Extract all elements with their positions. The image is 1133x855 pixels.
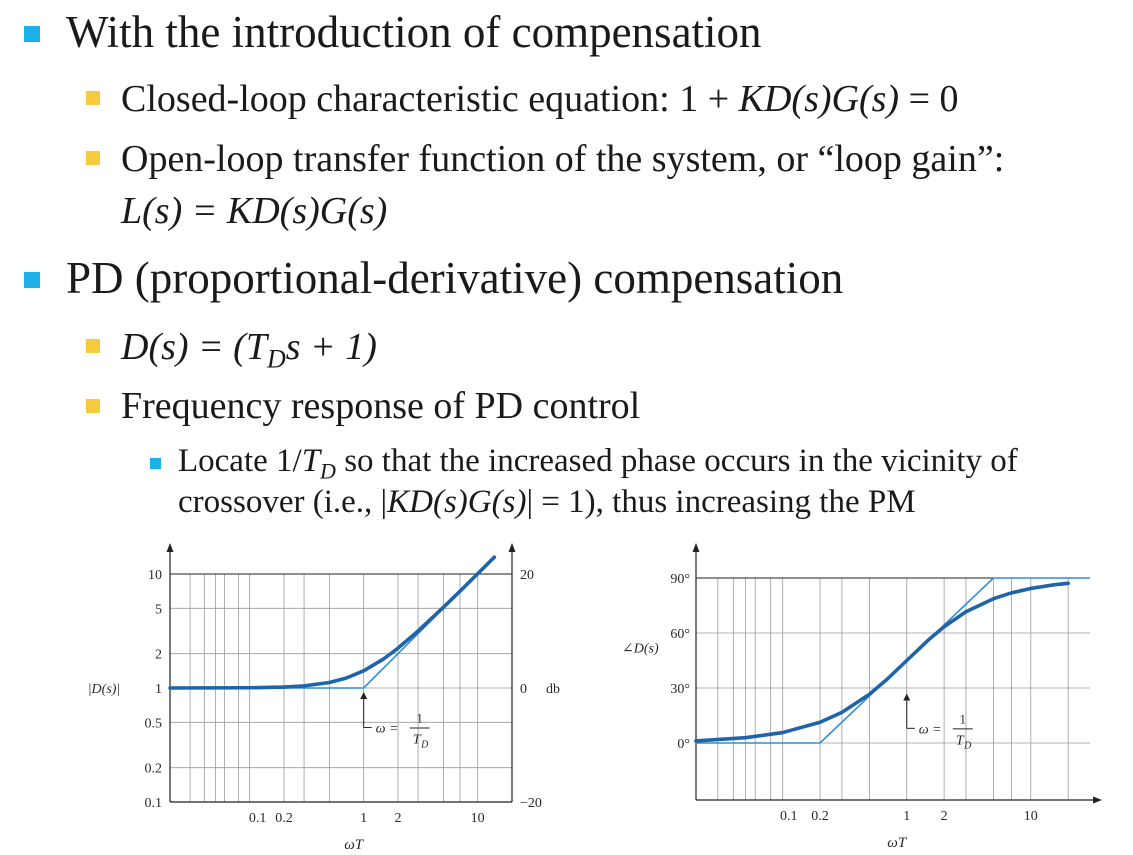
bullet-square-icon: [86, 151, 100, 165]
annotation-arrowhead: [360, 692, 368, 699]
text-fragment: crossover (i.e., |: [178, 484, 388, 520]
bullet-text: With the introduction of compensation: [66, 7, 762, 57]
y-tick-label-right: −20: [520, 796, 542, 811]
y-tick-label: 0.5: [145, 716, 163, 731]
y-axis-label: |D(s)|: [88, 682, 121, 697]
y-axis-arrowhead: [508, 543, 516, 552]
text-fragment: Closed-loop characteristic equation: 1 +: [121, 78, 739, 120]
bullet-square-icon: [86, 339, 100, 353]
tick-labels: 10 5 2 1 0.5 0.2 0.1 20 0 −20 0.1 0.2 1 2 10 ωT |D(s)| db: [88, 568, 560, 853]
annotation-subscript: D: [420, 740, 429, 751]
equation: L(s) = KD(s)G(s): [121, 190, 388, 232]
subscript: D: [266, 344, 286, 374]
y-axis-arrowhead: [692, 543, 700, 552]
x-tick-label: 0.2: [275, 811, 293, 826]
annotation: ω = 1 T D: [360, 692, 430, 751]
text-fragment: Locate 1/: [178, 443, 302, 479]
y-tick-label: 0.2: [145, 762, 163, 777]
x-tick-label: 0.1: [249, 811, 267, 826]
annotation-subscript: D: [963, 740, 972, 751]
phase-chart: 90° 60° 30° 0° 0.1 0.2 1 2 10 ωT ∠D(s) ω = 1 T D: [622, 543, 1102, 851]
bullet-square-icon: [86, 91, 100, 105]
x-tick-label: 0.2: [811, 809, 829, 824]
y-tick-label: 5: [155, 602, 162, 617]
equation: KD(s)G(s): [738, 78, 900, 120]
bullet-square-icon: [24, 26, 40, 42]
bullet-text: Frequency response of PD control: [121, 385, 641, 427]
annotation-text: ω =: [919, 722, 942, 737]
x-tick-label: 2: [941, 809, 948, 824]
equation: KD(s)G(s): [387, 484, 527, 520]
series: [168, 555, 497, 690]
tick-labels: 90° 60° 30° 0° 0.1 0.2 1 2 10 ωT ∠D(s): [622, 572, 1038, 851]
text-fragment: | = 1), thus increasing the PM: [526, 484, 916, 520]
annotation-arrowhead: [903, 693, 911, 701]
annotation-numerator: 1: [960, 711, 967, 726]
asymptote-line: [170, 556, 495, 689]
annotation-text: ω =: [376, 722, 399, 737]
x-tick-label: 10: [1024, 809, 1038, 824]
x-tick-label: 2: [395, 811, 402, 826]
magnitude-chart: 10 5 2 1 0.5 0.2 0.1 20 0 −20 0.1 0.2 1 2 10 ωT |D(s)| db…: [88, 543, 560, 853]
phase-curve: [694, 581, 1070, 743]
grid: [696, 577, 1090, 800]
bullet-square-icon: [24, 272, 40, 288]
y-tick-label: 60°: [670, 627, 690, 642]
bullet-text: crossover (i.e., |KD(s)G(s)| = 1), thus …: [178, 484, 916, 521]
bullet-square-icon: [86, 399, 100, 413]
text-fragment: T: [301, 443, 321, 479]
subscript: D: [320, 458, 336, 484]
y-axis-arrowhead: [166, 543, 174, 552]
bullet-square-icon: [150, 458, 161, 469]
y-tick-label-right: 0: [520, 682, 527, 697]
y-axis-label-right: db: [546, 682, 560, 697]
y-tick-label-right: 20: [520, 568, 534, 583]
axes: [692, 543, 1102, 804]
x-tick-label: 0.1: [780, 809, 798, 824]
x-tick-label: 10: [471, 811, 485, 826]
y-tick-label: 30°: [670, 682, 690, 697]
y-tick-label: 2: [155, 648, 162, 663]
annotation: ω = 1 T D: [903, 693, 973, 751]
y-axis-label: ∠D(s): [622, 642, 659, 657]
text-fragment: so that the increased phase occurs in th…: [335, 443, 1018, 479]
text-fragment: = 0: [899, 78, 959, 120]
annotation-numerator: 1: [416, 711, 423, 726]
x-tick-label: 1: [360, 811, 367, 826]
bullet-text: Closed-loop characteristic equation: 1 +…: [121, 77, 959, 121]
y-tick-label: 0°: [677, 737, 690, 752]
text-fragment: s + 1): [285, 326, 377, 368]
text-fragment: D(s) = (T: [121, 326, 267, 368]
x-axis-label: ωT: [344, 837, 365, 853]
x-axis-arrowhead: [1093, 796, 1102, 804]
annotation-denominator: T: [413, 733, 422, 748]
annotation-denominator: T: [956, 733, 965, 748]
y-tick-label: 10: [148, 568, 162, 583]
magnitude-curve: [168, 555, 497, 690]
x-axis-label: ωT: [887, 835, 908, 851]
axes: [166, 543, 516, 803]
y-tick-label: 1: [155, 682, 162, 697]
y-tick-label: 0.1: [145, 796, 163, 811]
bullet-text: Locate 1/TD so that the increased phase …: [178, 443, 1018, 485]
y-tick-label: 90°: [670, 572, 690, 587]
series: [694, 577, 1090, 744]
equation: D(s) = (TDs + 1): [121, 325, 377, 375]
x-tick-label: 1: [903, 809, 910, 824]
bullet-text: Open-loop transfer function of the syste…: [121, 138, 1005, 180]
bullet-text: PD (proportional-derivative) compensatio…: [66, 253, 844, 303]
